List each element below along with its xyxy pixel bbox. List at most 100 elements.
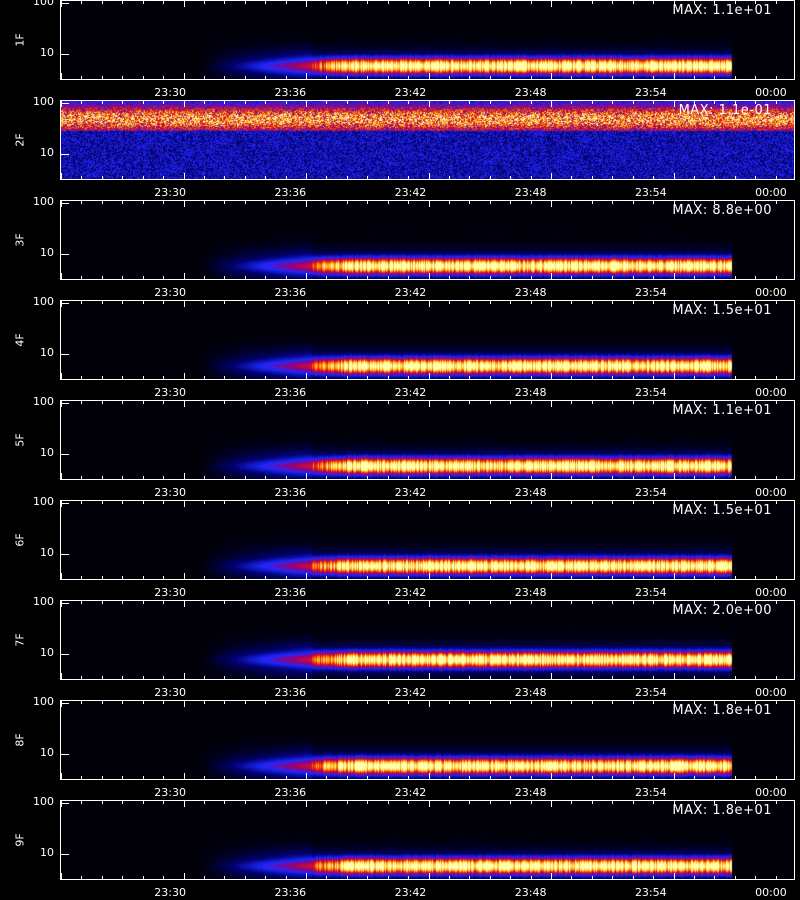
x-tick-mark — [306, 101, 307, 107]
x-tick-mark — [387, 301, 389, 304]
x-tick-mark — [428, 601, 430, 607]
x-tick-mark — [367, 1, 369, 4]
x-tick-mark — [489, 676, 491, 679]
x-tick-mark — [632, 101, 634, 104]
x-tick-mark — [81, 876, 83, 879]
x-tick-mark — [163, 376, 165, 379]
x-tick-mark — [81, 101, 83, 104]
x-tick-mark — [142, 276, 144, 279]
x-tick-mark — [203, 1, 205, 4]
x-tick-mark — [265, 401, 267, 404]
x-tick-mark — [163, 476, 165, 479]
x-tick-mark — [571, 101, 573, 104]
x-tick-mark — [489, 1, 491, 4]
x-tick-mark — [428, 401, 430, 407]
spectrogram-plot-area: MAX: 8.8e+00 — [60, 200, 795, 280]
spectrogram-panel: 9F 100 10 MAX: 1.8e+01 23:30 23:36 23:42 23:48 2… — [0, 795, 800, 900]
x-tick-mark — [775, 276, 777, 279]
x-tick-mark — [285, 276, 287, 279]
x-tick-mark — [122, 801, 124, 804]
x-tick-label: 00:00 — [755, 686, 787, 699]
y-tick-mark — [61, 554, 69, 556]
x-tick-mark — [306, 473, 307, 479]
x-tick-mark — [101, 76, 103, 79]
x-tick-mark — [408, 701, 410, 704]
x-tick-mark — [224, 601, 226, 604]
x-tick-mark — [244, 301, 246, 304]
x-tick-mark — [530, 676, 532, 679]
x-tick-mark — [571, 701, 573, 704]
x-tick-mark — [122, 476, 124, 479]
x-tick-mark — [326, 501, 328, 504]
x-tick-mark — [489, 101, 491, 104]
y-tick-mark — [61, 303, 69, 305]
x-tick-mark — [244, 801, 246, 804]
y-tick-label: 10 — [40, 846, 54, 860]
x-tick-mark — [693, 401, 695, 404]
x-tick-mark — [163, 576, 165, 579]
x-tick-mark — [163, 176, 165, 179]
y-tick-mark — [61, 454, 69, 456]
x-tick-mark — [346, 176, 348, 179]
x-tick-mark — [346, 401, 348, 404]
x-tick-mark — [469, 201, 471, 204]
x-tick-mark — [183, 101, 185, 107]
x-tick-mark — [653, 301, 655, 304]
x-tick-label: 23:42 — [394, 886, 427, 899]
x-tick-mark — [489, 501, 491, 504]
x-tick-mark — [367, 776, 369, 779]
x-tick-mark — [775, 701, 777, 704]
x-tick-mark — [530, 301, 532, 304]
x-tick-mark — [285, 201, 287, 204]
x-tick-mark — [265, 476, 267, 479]
x-tick-mark — [469, 101, 471, 104]
x-tick-mark — [163, 601, 165, 604]
x-tick-mark — [632, 201, 634, 204]
x-tick-mark — [265, 501, 267, 504]
x-tick-mark — [632, 76, 634, 79]
x-tick-mark — [632, 501, 634, 504]
x-tick-mark — [408, 676, 410, 679]
x-tick-mark — [101, 176, 103, 179]
x-tick-mark — [469, 776, 471, 779]
x-tick-mark — [673, 201, 675, 207]
x-tick-mark — [142, 601, 144, 604]
x-tick-mark — [142, 676, 144, 679]
x-tick-mark — [122, 676, 124, 679]
x-tick-mark — [551, 373, 552, 379]
x-tick-mark — [81, 301, 83, 304]
x-tick-mark — [591, 576, 593, 579]
x-tick-mark — [571, 876, 573, 879]
x-tick-label: 23:42 — [394, 686, 427, 699]
x-tick-mark — [653, 101, 655, 104]
x-tick-mark — [673, 1, 675, 7]
x-tick-mark — [122, 876, 124, 879]
x-tick-mark — [448, 401, 450, 404]
x-tick-mark — [530, 701, 532, 704]
x-tick-label: 23:48 — [514, 486, 547, 499]
x-tick-mark — [428, 173, 430, 179]
spectrogram-heatmap — [61, 101, 794, 179]
x-tick-mark — [693, 376, 695, 379]
x-tick-mark — [203, 801, 205, 804]
spectrogram-plot-area: MAX: 1.8e+01 — [60, 700, 795, 780]
x-tick-mark — [224, 176, 226, 179]
x-tick-mark — [81, 401, 83, 404]
x-tick-mark — [408, 601, 410, 604]
x-tick-mark — [224, 576, 226, 579]
x-tick-mark — [428, 101, 430, 107]
x-tick-mark — [469, 376, 471, 379]
x-tick-mark — [326, 801, 328, 804]
x-tick-mark — [326, 401, 328, 404]
x-tick-mark — [101, 476, 103, 479]
x-tick-mark — [448, 501, 450, 504]
x-tick-mark — [163, 76, 165, 79]
x-tick-mark — [673, 473, 675, 479]
x-tick-mark — [510, 601, 512, 604]
x-tick-mark — [551, 601, 552, 607]
x-tick-mark — [428, 801, 430, 807]
x-tick-mark — [285, 501, 287, 504]
x-tick-mark — [387, 801, 389, 804]
x-tick-mark — [693, 301, 695, 304]
